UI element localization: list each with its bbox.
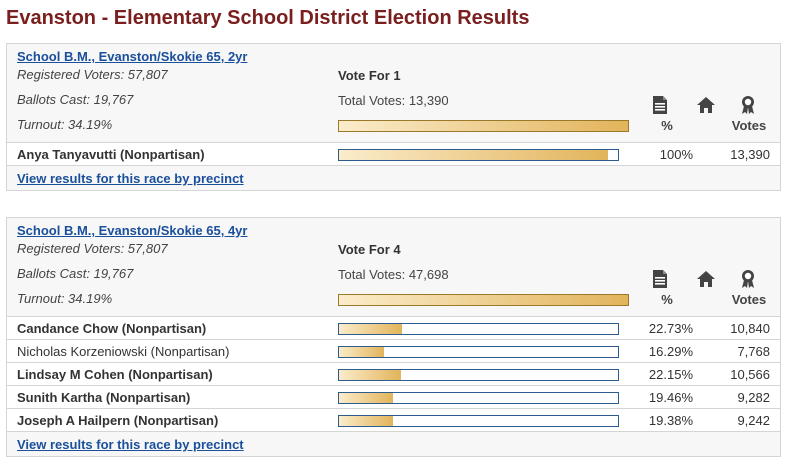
candidate-name: Candance Chow (Nonpartisan) [17, 321, 207, 336]
candidate-row: Candance Chow (Nonpartisan) 22.73% 10,840 [7, 316, 780, 339]
vote-share-bar [338, 346, 619, 358]
candidate-row: Joseph A Hailpern (Nonpartisan) 19.38% 9,2… [7, 408, 780, 431]
candidate-name: Lindsay M Cohen (Nonpartisan) [17, 367, 213, 382]
candidate-row: Anya Tanyavutti (Nonpartisan) 100% 13,390 [7, 142, 780, 165]
percent-column-header: % [661, 118, 673, 133]
candidate-row: Nicholas Korzeniowski (Nonpartisan) 16.29… [7, 339, 780, 362]
votes-column-header: Votes [731, 118, 767, 133]
candidate-votes: 9,242 [737, 413, 770, 428]
ribbon-award-icon [740, 95, 758, 115]
race-panel: School B.M., Evanston/Skokie 65, 2yr Regi… [6, 43, 781, 191]
percent-column-header: % [661, 292, 673, 307]
candidate-name: Joseph A Hailpern (Nonpartisan) [17, 413, 219, 428]
total-votes: Total Votes: 13,390 [338, 93, 449, 108]
total-votes: Total Votes: 47,698 [338, 267, 449, 282]
candidate-votes: 7,768 [737, 344, 770, 359]
candidate-row: Lindsay M Cohen (Nonpartisan) 22.15% 10,56… [7, 362, 780, 385]
total-votes-bar [338, 294, 629, 306]
race-header: School B.M., Evanston/Skokie 65, 2yr Regi… [7, 44, 780, 142]
vote-share-fill [339, 393, 394, 403]
document-icon [652, 269, 670, 289]
candidate-percent: 19.38% [648, 413, 693, 428]
candidate-percent: 22.73% [648, 321, 693, 336]
turnout: Turnout: 34.19% [17, 117, 113, 132]
vote-share-fill [339, 370, 401, 380]
vote-share-bar [338, 415, 619, 427]
candidate-row: Sunith Kartha (Nonpartisan) 19.46% 9,282 [7, 385, 780, 408]
precinct-row: View results for this race by precinct [7, 431, 780, 456]
vote-share-fill [339, 347, 385, 357]
candidate-name: Anya Tanyavutti (Nonpartisan) [17, 147, 205, 162]
vote-share-bar [338, 149, 619, 161]
vote-share-bar [338, 369, 619, 381]
vote-share-fill [339, 416, 394, 426]
registered-voters: Registered Voters: 57,807 [17, 67, 168, 82]
candidate-votes: 13,390 [730, 147, 770, 162]
vote-share-bar [338, 392, 619, 404]
candidate-percent: 22.15% [648, 367, 693, 382]
vote-for: Vote For 4 [338, 242, 401, 257]
vote-share-fill [339, 324, 403, 334]
house-icon [696, 96, 715, 116]
candidate-name: Sunith Kartha (Nonpartisan) [17, 390, 191, 405]
document-icon [652, 95, 670, 115]
candidate-percent: 19.46% [648, 390, 693, 405]
registered-voters: Registered Voters: 57,807 [17, 241, 168, 256]
vote-share-bar [338, 323, 619, 335]
candidate-votes: 10,566 [730, 367, 770, 382]
turnout: Turnout: 34.19% [17, 291, 113, 306]
votes-column-header: Votes [731, 292, 767, 307]
race-panel: School B.M., Evanston/Skokie 65, 4yr Regi… [6, 217, 781, 457]
vote-share-fill [339, 150, 609, 160]
ballots-cast: Ballots Cast: 19,767 [17, 266, 134, 281]
ribbon-award-icon [740, 269, 758, 289]
candidate-votes: 10,840 [730, 321, 770, 336]
precinct-results-link[interactable]: View results for this race by precinct [17, 171, 244, 186]
ballots-cast: Ballots Cast: 19,767 [17, 92, 134, 107]
race-header: School B.M., Evanston/Skokie 65, 4yr Regi… [7, 218, 780, 316]
page-title: Evanston - Elementary School District El… [6, 7, 530, 29]
total-votes-bar [338, 120, 629, 132]
candidate-percent: 16.29% [648, 344, 693, 359]
precinct-results-link[interactable]: View results for this race by precinct [17, 437, 244, 452]
race-title-link[interactable]: School B.M., Evanston/Skokie 65, 2yr [17, 49, 248, 64]
race-title-link[interactable]: School B.M., Evanston/Skokie 65, 4yr [17, 223, 248, 238]
candidate-percent: 100% [659, 147, 693, 162]
candidate-name: Nicholas Korzeniowski (Nonpartisan) [17, 344, 230, 359]
house-icon [696, 270, 715, 290]
precinct-row: View results for this race by precinct [7, 165, 780, 190]
candidate-votes: 9,282 [737, 390, 770, 405]
vote-for: Vote For 1 [338, 68, 401, 83]
